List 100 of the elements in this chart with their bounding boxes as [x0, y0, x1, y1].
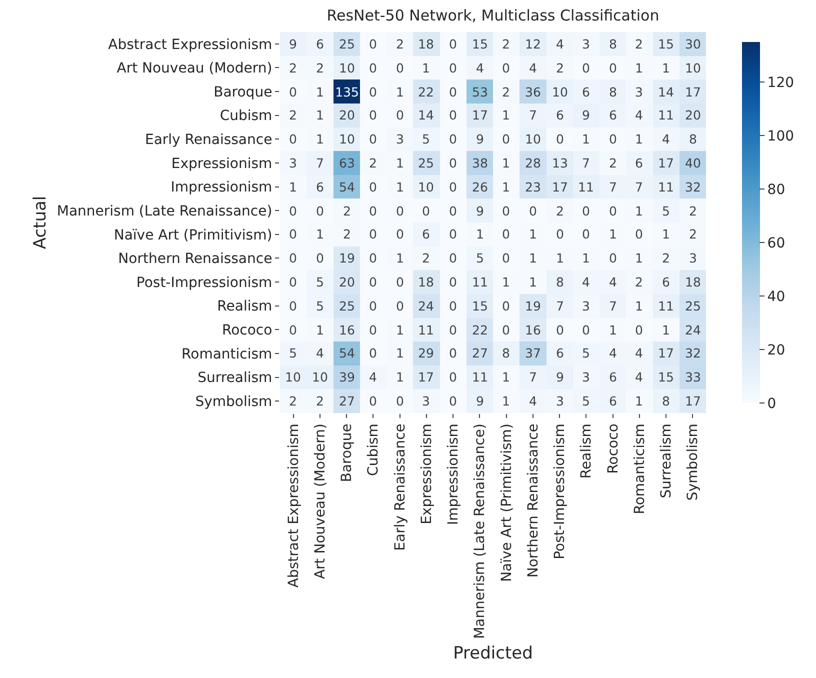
- data-label: 1: [502, 179, 510, 194]
- data-label: 4: [635, 369, 644, 384]
- data-label: 0: [556, 322, 564, 338]
- data-label: 6: [422, 226, 430, 242]
- data-label: 17: [552, 179, 568, 194]
- data-label: 0: [369, 345, 378, 360]
- data-label: 0: [396, 203, 404, 218]
- data-label: 2: [689, 226, 697, 242]
- data-label: 0: [449, 226, 458, 242]
- data-label: 10: [339, 60, 355, 76]
- data-label: 3: [689, 250, 697, 266]
- data-label: 2: [316, 393, 324, 408]
- data-label: 1: [396, 179, 404, 194]
- data-label: 0: [369, 250, 378, 266]
- data-label: 0: [635, 322, 644, 338]
- x-tick-label: Naïve Art (Primitivism): [498, 424, 515, 582]
- data-label: 2: [609, 155, 617, 170]
- color-bar-label: 100: [767, 128, 794, 144]
- data-label: 0: [449, 322, 458, 338]
- data-label: 1: [502, 369, 510, 384]
- data-label: 0: [449, 84, 458, 100]
- data-label: 4: [582, 274, 590, 290]
- data-label: 1: [316, 322, 324, 338]
- data-label: 7: [556, 298, 564, 314]
- data-label: 0: [369, 322, 378, 338]
- x-tick-label: Romanticism: [632, 424, 648, 514]
- data-label: 1: [609, 322, 617, 338]
- y-tick-label: Abstract Expressionism: [108, 36, 272, 53]
- data-label: 25: [418, 155, 434, 170]
- data-label: 1: [396, 84, 404, 100]
- data-label: 0: [609, 131, 618, 146]
- y-tick-label: Romanticism: [182, 346, 272, 362]
- data-label: 0: [396, 107, 404, 122]
- data-label: 6: [316, 36, 324, 52]
- data-label: 22: [418, 84, 434, 100]
- data-label: 11: [578, 179, 594, 194]
- data-label: 1: [529, 274, 537, 290]
- data-label: 1: [609, 226, 617, 242]
- data-label: 0: [289, 274, 298, 290]
- data-label: 0: [609, 203, 618, 218]
- data-label: 1: [635, 250, 643, 266]
- data-label: 1: [396, 345, 404, 360]
- data-label: 6: [556, 345, 564, 360]
- data-label: 2: [635, 274, 643, 290]
- data-label: 6: [635, 155, 644, 170]
- data-label: 36: [525, 84, 541, 100]
- data-label: 0: [502, 60, 510, 76]
- data-label: 1: [635, 203, 643, 218]
- data-label: 0: [316, 250, 324, 266]
- data-label: 0: [635, 226, 644, 242]
- data-label: 5: [476, 250, 484, 266]
- data-label: 16: [339, 322, 355, 338]
- data-label: 5: [422, 131, 430, 146]
- data-label: 1: [502, 155, 510, 170]
- data-label: 0: [316, 203, 324, 218]
- data-label: 4: [556, 36, 564, 52]
- data-label: 0: [502, 226, 510, 242]
- data-label: 1: [502, 107, 510, 122]
- data-label: 11: [472, 369, 488, 384]
- data-label: 2: [635, 36, 643, 52]
- x-axis-title: Predicted: [453, 643, 533, 664]
- data-label: 0: [369, 226, 378, 242]
- data-label: 17: [658, 155, 674, 170]
- data-label: 1: [396, 322, 404, 338]
- data-label: 0: [369, 393, 378, 408]
- data-label: 0: [289, 250, 298, 266]
- data-label: 15: [658, 369, 674, 384]
- data-label: 0: [369, 203, 378, 218]
- data-label: 10: [285, 369, 301, 384]
- data-label: 0: [556, 131, 564, 146]
- data-label: 6: [662, 274, 670, 290]
- color-bar-label: 20: [767, 342, 786, 358]
- data-label: 0: [449, 345, 458, 360]
- data-label: 9: [582, 107, 590, 122]
- data-label: 38: [472, 155, 488, 170]
- data-label: 7: [316, 155, 324, 170]
- data-label: 25: [339, 298, 355, 314]
- data-label: 0: [609, 250, 618, 266]
- data-label: 24: [418, 298, 434, 314]
- data-label: 0: [369, 107, 378, 122]
- data-label: 0: [502, 298, 510, 314]
- data-label: 2: [556, 203, 564, 218]
- data-label: 1: [635, 131, 643, 146]
- data-label: 2: [289, 107, 297, 122]
- data-label: 0: [369, 36, 378, 52]
- data-label: 7: [582, 155, 590, 170]
- data-label: 2: [689, 203, 697, 218]
- x-tick-label: Northern Renaissance: [525, 424, 542, 578]
- data-label: 0: [369, 298, 378, 314]
- data-label: 7: [635, 179, 643, 194]
- data-label: 4: [529, 60, 538, 76]
- data-label: 1: [556, 250, 564, 266]
- data-label: 0: [449, 203, 458, 218]
- data-label: 0: [369, 274, 378, 290]
- data-label: 1: [635, 60, 643, 76]
- data-label: 9: [476, 131, 484, 146]
- data-label: 1: [502, 393, 510, 408]
- data-label: 1: [316, 84, 324, 100]
- data-label: 0: [396, 60, 404, 76]
- data-label: 3: [582, 36, 590, 52]
